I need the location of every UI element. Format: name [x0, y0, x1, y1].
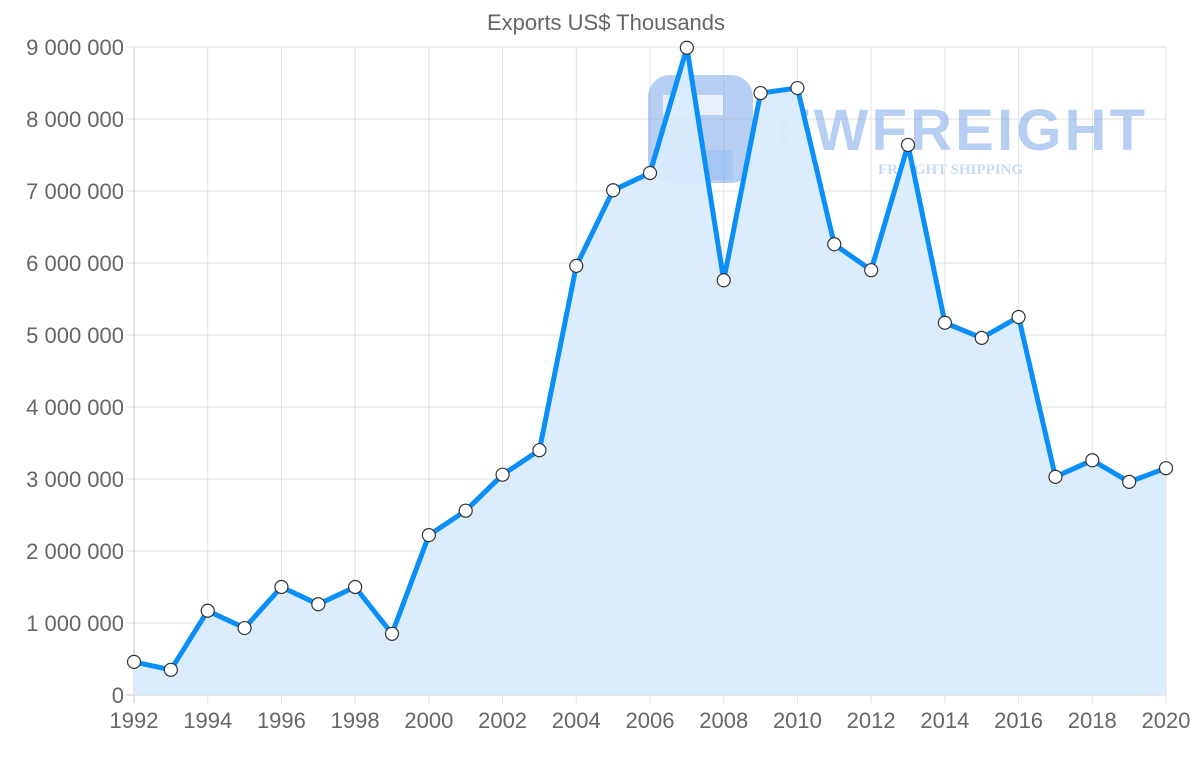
data-point-1996[interactable] [274, 579, 289, 595]
data-point-2014[interactable] [937, 315, 952, 330]
x-tick-label: 2012 [847, 708, 896, 733]
data-point-2008[interactable] [716, 273, 731, 288]
data-point-1992[interactable] [126, 654, 142, 669]
data-points [126, 40, 1174, 677]
y-tick-label: 3 000 000 [26, 467, 124, 492]
x-tick-label: 2006 [626, 708, 675, 733]
x-tick-label: 2014 [920, 708, 969, 733]
x-tick-label: 2002 [478, 708, 527, 733]
data-point-1993[interactable] [163, 662, 178, 677]
watermark-brand: FWFREIGHT [775, 98, 1145, 163]
y-tick-label: 4 000 000 [26, 395, 124, 420]
data-point-2011[interactable] [827, 237, 842, 252]
data-point-2015[interactable] [974, 330, 989, 345]
data-point-2000[interactable] [421, 528, 436, 543]
data-point-2009[interactable] [753, 85, 768, 101]
watermark-logo: FWFREIGHT FREIGHT SHIPPING [648, 75, 1145, 183]
data-point-2017[interactable] [1048, 469, 1063, 484]
data-point-1994[interactable] [200, 603, 215, 618]
x-tick-label: 1994 [183, 708, 232, 733]
data-point-1997[interactable] [311, 597, 326, 612]
data-point-2007[interactable] [679, 40, 694, 55]
y-tick-label: 6 000 000 [26, 251, 124, 276]
x-tick-label: 2010 [773, 708, 822, 733]
data-point-2020[interactable] [1158, 461, 1174, 476]
y-tick-label: 8 000 000 [26, 107, 124, 132]
data-point-2006[interactable] [642, 165, 658, 181]
data-point-1999[interactable] [384, 626, 400, 641]
x-tick-label: 1992 [110, 708, 159, 733]
y-tick-label: 2 000 000 [26, 539, 124, 564]
data-point-2001[interactable] [458, 503, 473, 518]
x-tick-label: 2004 [552, 708, 601, 733]
data-point-2005[interactable] [606, 183, 621, 198]
y-tick-label: 7 000 000 [26, 179, 124, 204]
x-tick-label: 1996 [257, 708, 306, 733]
x-tick-label: 2000 [404, 708, 453, 733]
chart-title: Exports US$ Thousands [487, 10, 725, 35]
data-point-2016[interactable] [1011, 309, 1026, 325]
x-tick-label: 1998 [331, 708, 380, 733]
x-tick-label: 2020 [1142, 708, 1191, 733]
data-point-2010[interactable] [790, 80, 805, 96]
y-tick-label: 5 000 000 [26, 323, 124, 348]
y-tick-label: 1 000 000 [26, 611, 124, 636]
data-point-2002[interactable] [495, 467, 510, 482]
data-point-1998[interactable] [348, 579, 363, 595]
x-tick-label: 2018 [1068, 708, 1117, 733]
data-point-2004[interactable] [569, 258, 584, 273]
x-tick-label: 2016 [994, 708, 1043, 733]
x-axis-ticks: 1992 1994 1996 1998 2000 2002 2004 2006 2008 2010… [110, 708, 1191, 733]
y-tick-label: 0 [112, 683, 124, 708]
data-point-1995[interactable] [237, 620, 252, 636]
data-point-2013[interactable] [900, 137, 916, 153]
data-point-2012[interactable] [864, 263, 879, 278]
y-axis-ticks: 0 1 000 000 2 000 000 3 000 000 4 000 000 5 0… [26, 35, 124, 708]
data-point-2018[interactable] [1085, 453, 1100, 468]
x-tick-label: 2008 [699, 708, 748, 733]
data-point-2019[interactable] [1122, 474, 1137, 489]
area-fill [134, 47, 1166, 695]
data-point-2003[interactable] [532, 443, 547, 458]
y-tick-label: 9 000 000 [26, 35, 124, 60]
